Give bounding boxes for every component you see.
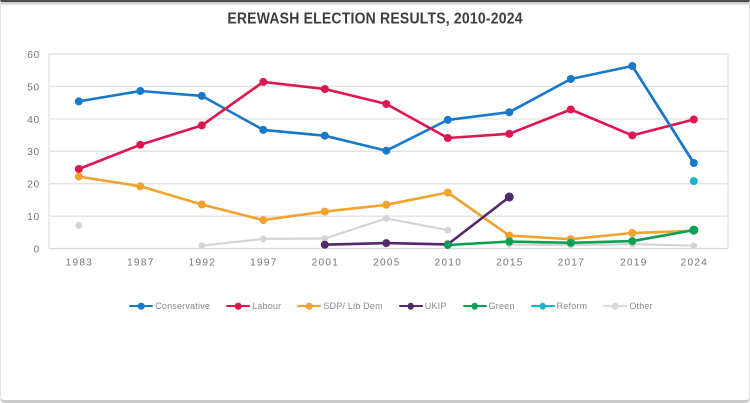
svg-text:10: 10 xyxy=(27,212,40,223)
svg-text:60: 60 xyxy=(27,50,40,61)
svg-text:2015: 2015 xyxy=(496,258,523,269)
svg-text:1997: 1997 xyxy=(250,258,277,269)
svg-text:2001: 2001 xyxy=(312,258,339,269)
svg-text:2017: 2017 xyxy=(558,258,585,269)
svg-text:1992: 1992 xyxy=(189,258,216,269)
svg-text:40: 40 xyxy=(27,115,40,126)
svg-text:2005: 2005 xyxy=(373,258,400,269)
svg-text:1987: 1987 xyxy=(127,258,154,269)
svg-text:20: 20 xyxy=(27,180,40,191)
svg-text:30: 30 xyxy=(27,147,40,158)
svg-text:0: 0 xyxy=(34,245,40,256)
svg-text:1983: 1983 xyxy=(66,258,93,269)
svg-text:2019: 2019 xyxy=(620,258,647,269)
svg-text:2024: 2024 xyxy=(681,258,708,269)
svg-text:2010: 2010 xyxy=(435,258,462,269)
svg-text:50: 50 xyxy=(27,82,40,93)
